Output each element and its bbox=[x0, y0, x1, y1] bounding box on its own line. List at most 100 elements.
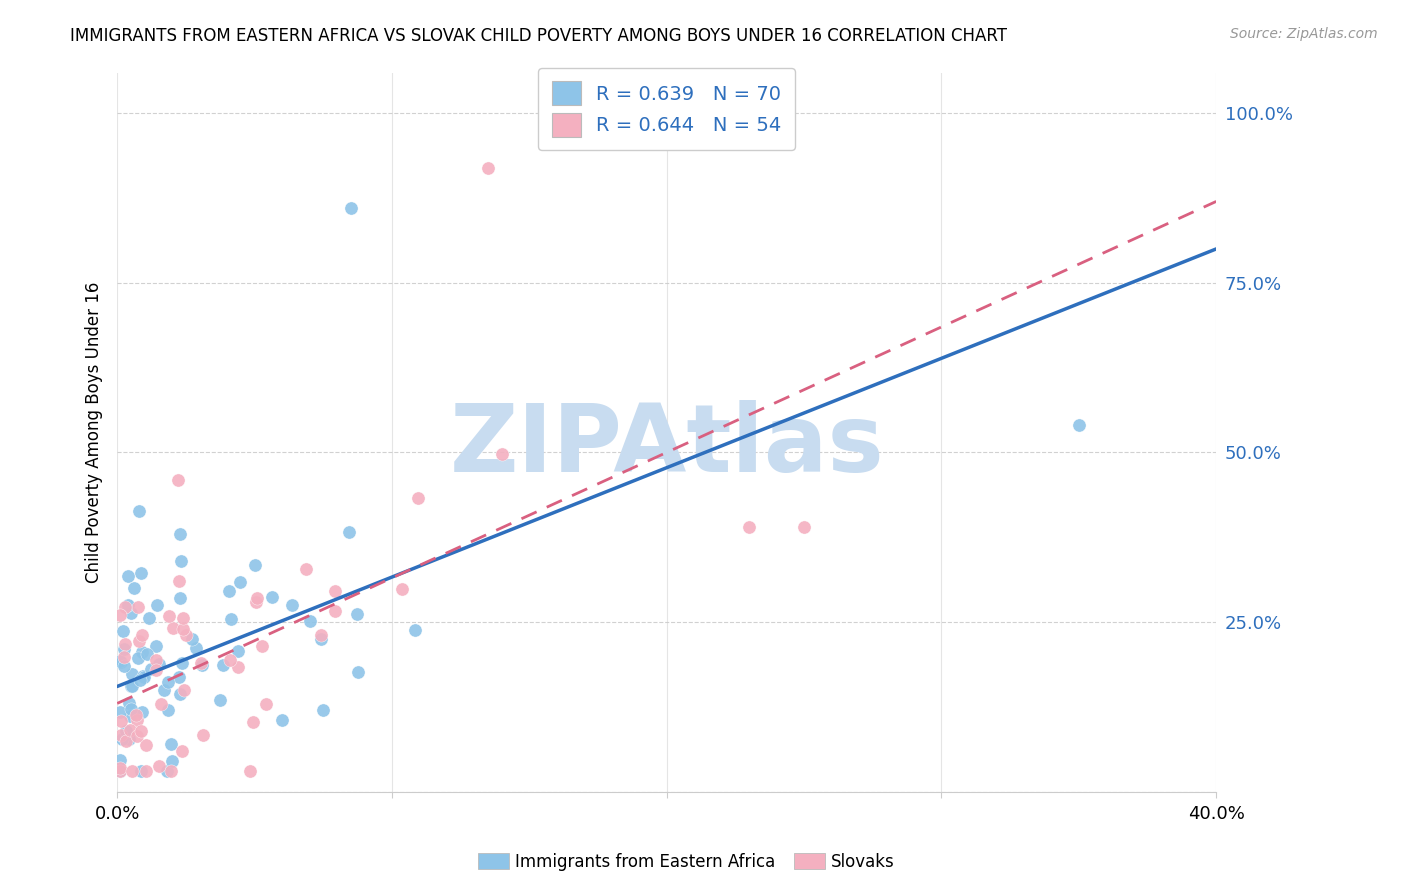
Legend: R = 0.639   N = 70, R = 0.644   N = 54: R = 0.639 N = 70, R = 0.644 N = 54 bbox=[538, 68, 796, 151]
Point bbox=[156, 675, 179, 690]
Point bbox=[226, 660, 249, 674]
Point bbox=[114, 637, 136, 651]
Point bbox=[169, 526, 191, 541]
Point bbox=[148, 758, 170, 772]
Point bbox=[110, 656, 132, 670]
Point bbox=[323, 604, 346, 618]
Point bbox=[112, 641, 135, 656]
Point bbox=[323, 584, 346, 599]
Point bbox=[110, 728, 132, 742]
Point bbox=[229, 575, 252, 590]
Point bbox=[111, 624, 134, 638]
Point bbox=[738, 520, 761, 534]
Point bbox=[169, 591, 191, 606]
Point bbox=[245, 558, 267, 573]
Point bbox=[134, 671, 156, 685]
Point bbox=[191, 728, 214, 742]
Point bbox=[491, 447, 513, 461]
Point bbox=[118, 723, 141, 738]
Point bbox=[117, 598, 139, 612]
Point bbox=[173, 683, 195, 698]
Point bbox=[346, 607, 368, 622]
Point bbox=[122, 581, 145, 595]
Point bbox=[125, 729, 148, 743]
Point bbox=[110, 714, 132, 728]
Point bbox=[131, 645, 153, 659]
Point bbox=[132, 669, 155, 683]
Point bbox=[180, 632, 202, 646]
Point bbox=[172, 622, 194, 636]
Point bbox=[228, 644, 250, 658]
Point bbox=[271, 713, 294, 727]
Point bbox=[219, 653, 242, 667]
Point bbox=[145, 663, 167, 677]
Point bbox=[108, 753, 131, 767]
Point bbox=[157, 609, 180, 624]
Point bbox=[167, 474, 190, 488]
Point bbox=[1067, 418, 1090, 433]
Point bbox=[254, 697, 277, 711]
Point bbox=[108, 705, 131, 719]
Text: ZIPAtlas: ZIPAtlas bbox=[450, 401, 884, 492]
Point bbox=[120, 679, 142, 693]
Point bbox=[239, 764, 262, 779]
Text: Immigrants from Eastern Africa: Immigrants from Eastern Africa bbox=[515, 853, 775, 871]
Point bbox=[108, 761, 131, 775]
Point bbox=[242, 715, 264, 730]
Point bbox=[298, 614, 321, 628]
Point bbox=[218, 584, 240, 599]
Point bbox=[149, 698, 172, 712]
Point bbox=[121, 764, 143, 779]
Point bbox=[129, 723, 152, 738]
Point bbox=[145, 640, 167, 654]
Point bbox=[162, 621, 184, 635]
Y-axis label: Child Poverty Among Boys Under 16: Child Poverty Among Boys Under 16 bbox=[86, 281, 103, 582]
Point bbox=[312, 703, 335, 717]
Point bbox=[157, 703, 180, 717]
Point bbox=[108, 608, 131, 623]
Point bbox=[110, 764, 132, 779]
Point bbox=[125, 707, 148, 722]
Point bbox=[260, 591, 283, 605]
Point bbox=[114, 734, 136, 748]
Point bbox=[110, 654, 132, 668]
Point bbox=[190, 656, 212, 670]
Point bbox=[793, 520, 815, 534]
Point bbox=[115, 723, 138, 738]
Point bbox=[117, 569, 139, 583]
Point bbox=[246, 591, 269, 605]
Point bbox=[167, 670, 190, 684]
Point bbox=[281, 598, 304, 612]
Point bbox=[118, 696, 141, 710]
Point bbox=[159, 764, 181, 779]
Point bbox=[191, 658, 214, 673]
Point bbox=[186, 641, 208, 656]
Point bbox=[131, 628, 153, 642]
Point bbox=[347, 665, 370, 679]
Point bbox=[131, 706, 153, 720]
Text: Source: ZipAtlas.com: Source: ZipAtlas.com bbox=[1230, 27, 1378, 41]
Point bbox=[156, 764, 179, 779]
Point bbox=[245, 595, 267, 609]
Point bbox=[118, 731, 141, 746]
Point bbox=[138, 611, 160, 625]
Point bbox=[135, 764, 157, 779]
Point bbox=[219, 612, 242, 626]
Point bbox=[172, 611, 194, 625]
Text: IMMIGRANTS FROM EASTERN AFRICA VS SLOVAK CHILD POVERTY AMONG BOYS UNDER 16 CORRE: IMMIGRANTS FROM EASTERN AFRICA VS SLOVAK… bbox=[70, 27, 1007, 45]
Point bbox=[125, 713, 148, 727]
Point bbox=[169, 687, 191, 701]
Point bbox=[128, 673, 150, 687]
Point bbox=[146, 598, 169, 612]
Point bbox=[136, 647, 159, 661]
Point bbox=[148, 657, 170, 671]
Point bbox=[295, 562, 318, 576]
Point bbox=[128, 504, 150, 518]
Point bbox=[120, 606, 142, 620]
Point bbox=[404, 623, 426, 637]
Point bbox=[311, 632, 333, 647]
Point bbox=[129, 566, 152, 580]
Point bbox=[172, 656, 194, 670]
Point bbox=[108, 764, 131, 779]
Text: Slovaks: Slovaks bbox=[831, 853, 894, 871]
